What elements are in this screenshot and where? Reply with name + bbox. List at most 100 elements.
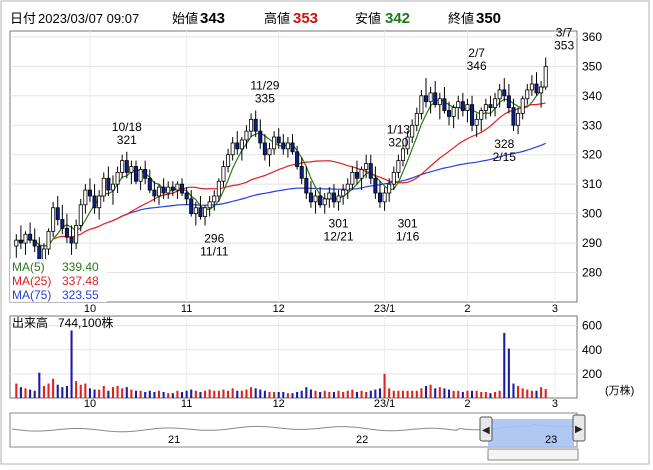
- candle-body: [437, 98, 442, 106]
- candle-body: [506, 95, 511, 108]
- volume-bar: [378, 388, 382, 398]
- volume-bar: [521, 388, 524, 398]
- candle-body: [207, 201, 212, 209]
- annotation-label: 2/15: [493, 150, 517, 164]
- volume-x-tick-label: 23/1: [374, 398, 395, 410]
- volume-bar: [134, 390, 138, 398]
- y-tick-label: 300: [582, 207, 602, 221]
- candle-body: [143, 169, 148, 179]
- candle-body: [433, 92, 438, 106]
- volume-bar: [250, 387, 253, 398]
- x-tick-label: 23/1: [374, 303, 395, 315]
- candle-body: [92, 195, 97, 209]
- annotation-label: 3/7: [556, 26, 573, 40]
- volume-bar: [296, 391, 299, 398]
- candlestick-series: [14, 57, 548, 267]
- volume-bar: [309, 389, 312, 398]
- volume-bar: [56, 384, 59, 398]
- candle-body: [414, 113, 419, 126]
- close-value: 350: [476, 10, 501, 27]
- navigator-right-handle[interactable]: [572, 414, 586, 442]
- y-tick-label: 310: [582, 177, 602, 191]
- volume-bar: [33, 390, 36, 398]
- volume-bar: [148, 390, 151, 398]
- ma25-label: MA(25): [12, 274, 51, 288]
- volume-bar: [351, 389, 354, 398]
- volume-bar: [185, 390, 188, 398]
- annotation-label: 11/29: [250, 79, 279, 93]
- candle-body: [295, 151, 300, 167]
- candle-body: [41, 248, 46, 262]
- volume-bar: [517, 385, 520, 398]
- volume-x-tick-label: 3: [552, 398, 558, 410]
- candle-body: [502, 89, 507, 97]
- range-navigator[interactable]: ◀ ▶ 21 22 23: [9, 412, 586, 461]
- candle-body: [18, 239, 23, 244]
- candle-body: [474, 118, 479, 126]
- x-tick-label: 11: [181, 303, 192, 315]
- ma25-value: 337.48: [62, 274, 99, 288]
- candle-body: [299, 166, 304, 179]
- volume-tick-label: 600: [582, 319, 602, 333]
- ma5-value: 339.40: [62, 260, 99, 274]
- candle-body: [511, 107, 516, 126]
- candle-body: [193, 207, 198, 215]
- annotation-label: 320: [388, 136, 408, 150]
- candle-body: [497, 89, 502, 100]
- candle-body: [345, 183, 350, 191]
- volume-bar: [194, 390, 197, 398]
- volume-bar: [365, 391, 368, 398]
- open-label: 始値: [172, 11, 198, 26]
- volume-unit: (万株): [605, 383, 634, 397]
- navigator-left-handle[interactable]: [479, 416, 493, 442]
- chevron-right-icon: ▶: [575, 424, 583, 435]
- price-axis: 360 350 340 330 320 310 300 290 280: [582, 30, 602, 280]
- candle-body: [447, 110, 452, 117]
- volume-bar: [332, 391, 335, 398]
- volume-bar: [424, 385, 428, 398]
- candle-body: [479, 110, 484, 120]
- volume-bar: [535, 390, 538, 398]
- volume-bar: [204, 390, 207, 398]
- ma75-label: MA(75): [12, 288, 51, 302]
- candle-body: [175, 183, 180, 191]
- candle-body: [69, 236, 74, 244]
- candle-body: [124, 160, 129, 173]
- volume-bar: [240, 390, 243, 398]
- volume-bar: [61, 387, 64, 398]
- candle-body: [419, 95, 424, 114]
- volume-bar: [162, 391, 165, 398]
- candle-body: [120, 160, 125, 173]
- candle-body: [539, 86, 544, 94]
- candle-body: [387, 183, 392, 194]
- volume-bar: [176, 390, 179, 398]
- volume-bar: [222, 389, 225, 398]
- volume-tick-label: 200: [582, 367, 602, 381]
- volume-bar: [443, 388, 446, 398]
- candle-body: [253, 118, 258, 132]
- candle-body: [60, 219, 65, 229]
- candle-body: [354, 171, 359, 179]
- candle-body: [267, 148, 272, 156]
- candle-body: [78, 204, 83, 226]
- candle-body: [516, 113, 521, 126]
- ma-legend: MA(5) 339.40 MA(25) 337.48 MA(75) 323.55: [10, 259, 107, 302]
- candle-body: [258, 130, 263, 144]
- candle-body: [129, 166, 134, 173]
- volume-bar: [530, 390, 533, 398]
- volume-bar: [406, 390, 409, 398]
- datetime-value: 2023/03/07 09:07: [38, 11, 139, 26]
- candle-body: [470, 104, 475, 126]
- candle-body: [451, 107, 456, 117]
- x-tick-label: 3: [552, 303, 558, 315]
- close-label: 終値: [448, 11, 474, 26]
- navigator-selection[interactable]: [488, 419, 574, 447]
- navigator-scrollbar[interactable]: [487, 448, 579, 461]
- candle-body: [281, 142, 286, 150]
- candle-body: [543, 65, 548, 88]
- candle-body: [382, 192, 387, 203]
- candle-body: [115, 171, 120, 185]
- volume-bar: [167, 393, 170, 398]
- volume-bar: [47, 383, 50, 398]
- volume-bar: [111, 387, 115, 398]
